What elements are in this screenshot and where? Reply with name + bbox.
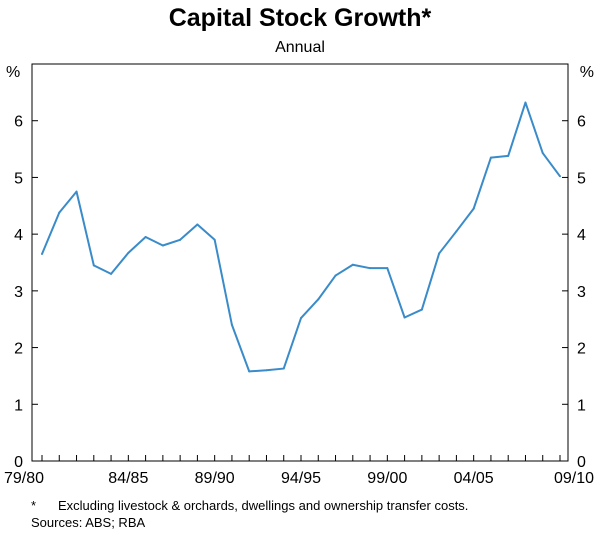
y-unit-right: % xyxy=(580,64,594,81)
data-point xyxy=(196,223,199,226)
data-point xyxy=(351,263,354,266)
data-point xyxy=(41,252,43,255)
y-tick-label-left-2: 2 xyxy=(14,341,23,358)
y-tick-label-left-3: 3 xyxy=(14,284,23,301)
data-point xyxy=(179,238,182,241)
y-tick-label-right-6: 6 xyxy=(577,114,586,131)
data-point xyxy=(248,370,251,373)
data-point xyxy=(541,152,544,155)
y-tick-label-left-0: 0 xyxy=(14,454,23,471)
y-tick-label-right-1: 1 xyxy=(577,397,586,414)
data-point xyxy=(369,267,372,270)
series-group xyxy=(41,101,561,373)
data-point xyxy=(127,251,130,254)
y-tick-label-right-5: 5 xyxy=(577,170,586,187)
x-tick-label-5: 04/05 xyxy=(454,470,494,487)
y-tick-label-right-0: 0 xyxy=(577,454,586,471)
data-point xyxy=(472,207,475,210)
x-tick-label-3: 94/95 xyxy=(281,470,321,487)
data-point xyxy=(420,308,423,311)
data-point xyxy=(75,190,78,193)
footnote-text: Excluding livestock & orchards, dwelling… xyxy=(58,498,468,513)
y-tick-label-left-1: 1 xyxy=(14,397,23,414)
x-tick-label-6: 09/10 xyxy=(554,470,594,487)
y-axis: 0 0 1 1 2 2 3 3 4 4 5 5 6 6 xyxy=(14,114,586,471)
x-tick-label-2: 89/90 xyxy=(195,470,235,487)
y-tick-label-right-3: 3 xyxy=(577,284,586,301)
data-point xyxy=(265,369,268,372)
sources-text: Sources: ABS; RBA xyxy=(31,515,145,530)
series-line xyxy=(41,101,561,373)
data-point xyxy=(58,211,61,214)
footnote-marker: * xyxy=(31,498,36,513)
chart-title: Capital Stock Growth* xyxy=(169,4,432,32)
y-tick-label-right-4: 4 xyxy=(577,227,586,244)
data-point xyxy=(489,156,492,159)
data-point xyxy=(386,267,389,270)
x-tick-label-4: 99/00 xyxy=(367,470,407,487)
data-point xyxy=(230,323,233,326)
data-point xyxy=(282,367,285,370)
y-tick-label-left-6: 6 xyxy=(14,114,23,131)
chart-subtitle: Annual xyxy=(275,39,325,56)
plot-frame xyxy=(31,63,569,462)
data-point xyxy=(455,230,458,233)
data-point xyxy=(161,244,164,247)
y-tick-label-left-5: 5 xyxy=(14,170,23,187)
data-point xyxy=(403,316,406,319)
data-point xyxy=(334,274,337,277)
data-point xyxy=(110,272,113,275)
y-unit-left: % xyxy=(6,64,20,81)
data-point xyxy=(300,317,302,320)
data-point xyxy=(559,175,561,178)
data-point xyxy=(524,101,527,104)
data-point xyxy=(317,298,320,301)
data-point xyxy=(144,235,147,238)
data-point xyxy=(507,154,510,157)
data-point xyxy=(92,264,95,267)
x-axis: 79/80 84/85 89/90 94/95 99/00 04/05 09/10 xyxy=(4,455,594,487)
y-tick-label-left-4: 4 xyxy=(14,227,23,244)
x-tick-label-0: 79/80 xyxy=(4,470,44,487)
y-tick-label-right-2: 2 xyxy=(577,341,586,358)
data-point xyxy=(213,238,216,241)
x-tick-label-1: 84/85 xyxy=(108,470,148,487)
data-point xyxy=(438,252,441,255)
